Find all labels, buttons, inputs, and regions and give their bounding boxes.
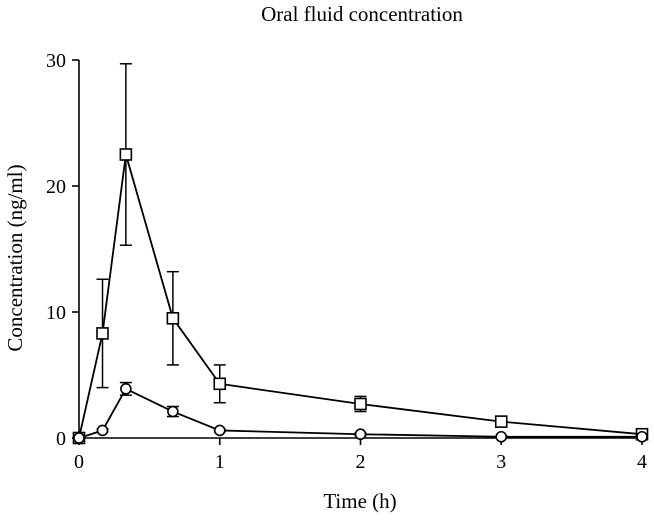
data-point-circle	[96, 424, 109, 437]
x-tick-label: 2	[356, 451, 366, 473]
data-point-circle	[354, 428, 367, 441]
y-tick-label: 30	[46, 50, 66, 72]
data-point-circle	[73, 432, 85, 444]
x-tick-label: 4	[637, 451, 647, 473]
series-line-square	[78, 154, 643, 439]
y-tick-label: 20	[46, 176, 66, 198]
x-tick-label: 3	[496, 451, 506, 473]
y-tick-label: 0	[56, 428, 66, 450]
data-point-circle	[495, 430, 508, 443]
data-point-square	[213, 377, 227, 391]
x-tick-label: 0	[74, 451, 84, 473]
data-point-square	[96, 327, 109, 340]
x-axis-label: Time (h)	[323, 489, 396, 513]
y-axis-label: Concentration (ng/ml)	[3, 164, 27, 351]
chart-title: Oral fluid concentration	[261, 2, 463, 26]
data-point-square	[166, 311, 180, 325]
data-point-circle	[167, 405, 179, 418]
x-tick-label: 1	[215, 451, 225, 473]
data-point-circle	[120, 383, 132, 395]
data-point-circle	[636, 430, 648, 443]
data-point-square	[119, 148, 133, 161]
y-tick-label: 10	[46, 302, 66, 324]
data-point-square	[354, 397, 367, 411]
series-line-circle	[78, 387, 642, 439]
data-point-square	[494, 415, 508, 428]
data-point-circle	[213, 424, 226, 437]
